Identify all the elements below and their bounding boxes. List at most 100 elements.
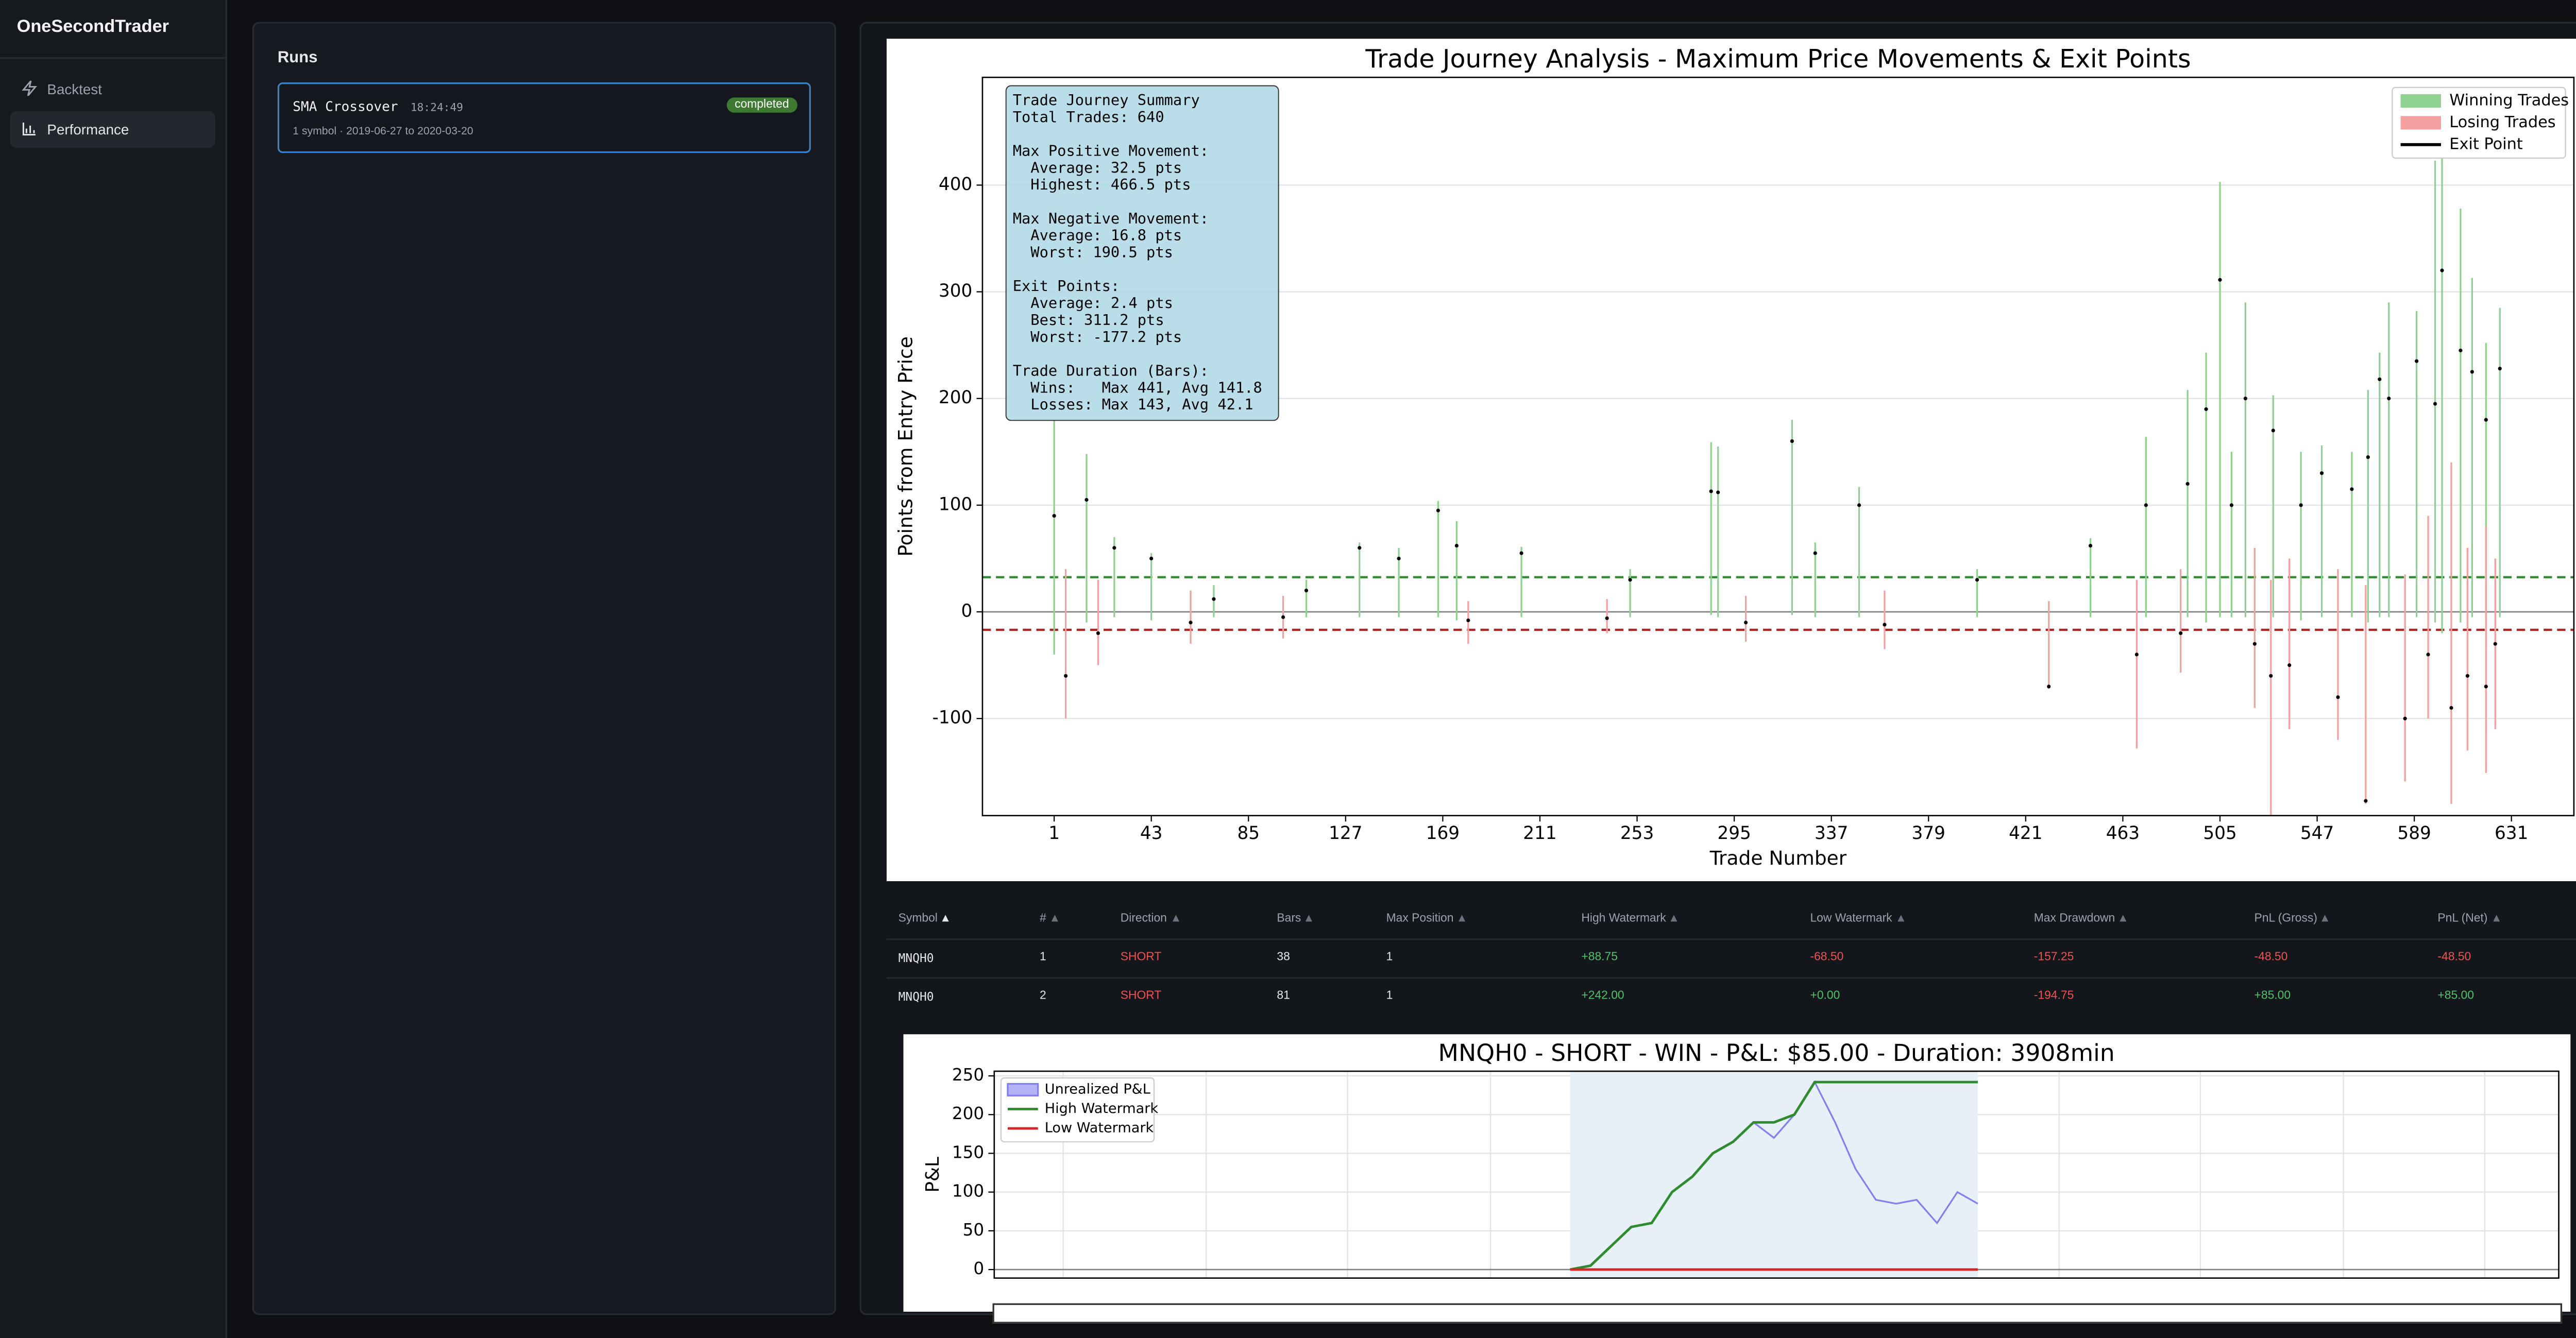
exit-point — [2272, 428, 2275, 432]
exit-point — [1790, 439, 1794, 443]
run-time: 18:24:49 — [411, 101, 463, 114]
exit-point — [2484, 418, 2488, 422]
header-label: Bars — [1277, 913, 1301, 925]
table-cell: 81 — [1277, 990, 1290, 1002]
exit-point — [2204, 407, 2208, 411]
table-cell: SHORT — [1121, 990, 1162, 1002]
sort-icon — [2120, 915, 2127, 921]
y-tick-label: -100 — [933, 708, 973, 728]
table-cell: MNQH0 — [899, 952, 934, 965]
exit-point — [1436, 509, 1440, 512]
header-label: PnL (Net) — [2437, 913, 2487, 925]
column-header[interactable]: Max Position — [1386, 913, 1466, 925]
legend-swatch — [2401, 116, 2441, 129]
x-tick-label: 421 — [2009, 823, 2042, 844]
column-header[interactable]: Low Watermark — [1810, 913, 1904, 925]
summary-line: Wins: Max 441, Avg 141.8 — [1013, 379, 1262, 396]
summary-line: Total Trades: 640 — [1013, 108, 1164, 126]
legend-swatch — [2401, 94, 2441, 108]
exit-point — [1064, 674, 1067, 678]
legend-label: Winning Trades — [2449, 91, 2569, 109]
header-label: High Watermark — [1581, 913, 1666, 925]
y-tick-label: 0 — [973, 1259, 984, 1278]
x-tick-label: 85 — [1237, 823, 1260, 844]
exit-point — [1084, 498, 1088, 502]
summary-line: Highest: 466.5 pts — [1013, 176, 1191, 193]
exit-point — [2047, 684, 2050, 688]
row-divider — [887, 938, 2576, 940]
exit-point — [2433, 402, 2437, 405]
column-header[interactable]: Bars — [1277, 913, 1313, 925]
x-tick-label: 379 — [1912, 823, 1945, 844]
exit-point — [2336, 695, 2340, 699]
column-header[interactable]: High Watermark — [1581, 913, 1677, 925]
x-tick-label: 505 — [2203, 823, 2236, 844]
x-tick-label: 547 — [2300, 823, 2334, 844]
x-tick-label: 589 — [2397, 823, 2431, 844]
column-header[interactable]: Max Drawdown — [2034, 913, 2127, 925]
summary-line: Max Positive Movement: — [1013, 142, 1209, 159]
column-header[interactable]: Symbol — [899, 913, 950, 925]
y-tick-label: 100 — [952, 1181, 984, 1201]
exit-point — [2415, 359, 2418, 363]
table-cell: +242.00 — [1581, 990, 1624, 1002]
sidebar: OneSecondTrader Backtest Performance — [0, 0, 227, 1338]
nav-item[interactable]: Backtest — [10, 71, 215, 108]
trade-span — [1570, 1071, 1978, 1278]
table-cell: 1 — [1386, 990, 1393, 1002]
y-axis-label: Points from Entry Price — [894, 336, 917, 556]
y-tick-label: 0 — [961, 601, 973, 622]
exit-point — [2287, 663, 2291, 667]
table-cell: SHORT — [1121, 952, 1162, 964]
nav-item[interactable]: Performance — [10, 111, 215, 148]
x-tick-label: 169 — [1426, 823, 1460, 844]
summary-line: Best: 311.2 pts — [1013, 311, 1164, 329]
sort-icon — [2493, 915, 2499, 921]
trades-table: Symbol # Direction Bars Max Position High Wat… — [887, 905, 2576, 1016]
column-header[interactable]: PnL (Gross) — [2255, 913, 2329, 925]
exit-point — [2440, 269, 2444, 272]
x-axis-label: Trade Number — [1709, 847, 1847, 869]
summary-line: Max Negative Movement: — [1013, 210, 1209, 227]
summary-line: Average: 2.4 pts — [1013, 294, 1173, 312]
exit-point — [2449, 706, 2453, 710]
exit-point — [1189, 621, 1192, 624]
column-header[interactable]: Direction — [1121, 913, 1179, 925]
summary-line: Trade Journey Summary — [1013, 91, 1200, 109]
exit-point — [1053, 514, 1056, 518]
exit-point — [2253, 642, 2257, 646]
exit-point — [1304, 589, 1308, 592]
exit-point — [1212, 597, 1215, 601]
table-cell: -48.50 — [2437, 952, 2471, 964]
exit-point — [1149, 557, 1153, 560]
exit-point — [1975, 578, 1979, 581]
header-label: PnL (Gross) — [2255, 913, 2317, 925]
summary-line: Worst: -177.2 pts — [1013, 328, 1182, 346]
nav-label: Backtest — [47, 81, 101, 98]
column-header[interactable]: PnL (Net) — [2437, 913, 2499, 925]
exit-point — [1716, 490, 1720, 494]
header-label: Direction — [1121, 913, 1167, 925]
summary-line: Average: 16.8 pts — [1013, 227, 1182, 244]
exit-point — [2364, 799, 2367, 802]
table-cell: MNQH0 — [899, 990, 934, 1004]
exit-point — [1112, 546, 1116, 550]
exit-point — [1709, 489, 1713, 493]
chart-title: Trade Journey Analysis - Maximum Price M… — [1365, 44, 2191, 74]
exit-point — [2218, 278, 2222, 282]
sort-icon — [1671, 915, 1677, 921]
run-card[interactable]: SMA Crossover 18:24:49 completed 1 symbo… — [278, 82, 811, 153]
x-tick-label: 463 — [2106, 823, 2140, 844]
sort-icon — [1897, 915, 1904, 921]
exit-point — [2403, 717, 2407, 721]
x-tick-label: 1 — [1048, 823, 1060, 844]
summary-line: Worst: 190.5 pts — [1013, 244, 1173, 261]
run-name: SMA Crossover — [293, 99, 398, 114]
table-cell: 1 — [1040, 952, 1046, 964]
exit-point — [1519, 551, 1523, 555]
table-cell: +85.00 — [2437, 990, 2474, 1002]
column-header[interactable]: # — [1040, 913, 1058, 925]
exit-point — [2244, 397, 2247, 400]
header-label: Low Watermark — [1810, 913, 1892, 925]
